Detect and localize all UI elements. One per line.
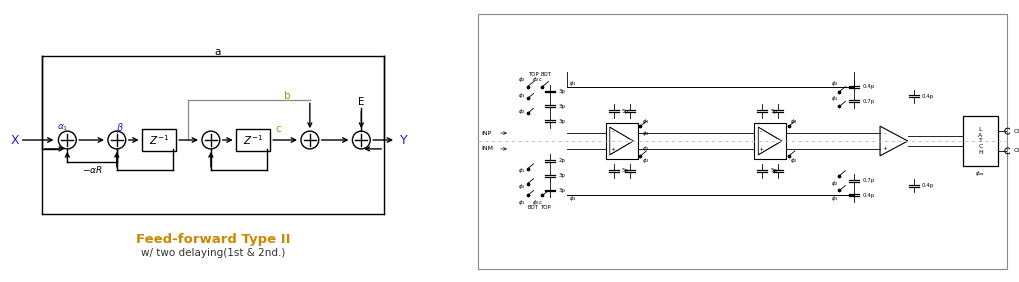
Text: TOP: TOP bbox=[527, 72, 538, 77]
Text: $\phi_1$: $\phi_1$ bbox=[641, 144, 649, 153]
Text: $\phi_2$: $\phi_2$ bbox=[518, 182, 525, 191]
Text: 0.7p: 0.7p bbox=[861, 178, 873, 183]
Bar bbox=[605, 123, 637, 159]
Text: $\phi_2$: $\phi_2$ bbox=[641, 129, 649, 138]
Text: $\phi_1$: $\phi_1$ bbox=[829, 194, 838, 203]
Text: b: b bbox=[283, 91, 290, 102]
Text: $\phi_2$: $\phi_2$ bbox=[829, 79, 838, 88]
Text: $\phi_2c$: $\phi_2c$ bbox=[532, 75, 542, 84]
Text: E: E bbox=[358, 97, 364, 107]
Text: X: X bbox=[10, 133, 19, 147]
Text: TOP: TOP bbox=[540, 205, 550, 210]
Text: BOT: BOT bbox=[527, 205, 538, 210]
Text: c: c bbox=[275, 124, 281, 134]
Text: $\phi_1$: $\phi_1$ bbox=[518, 91, 525, 100]
Text: $\phi_2$: $\phi_2$ bbox=[790, 156, 797, 165]
Bar bbox=[962, 116, 997, 166]
Text: $\phi_1$: $\phi_1$ bbox=[518, 166, 525, 175]
Text: Y: Y bbox=[399, 133, 408, 147]
Text: +: + bbox=[758, 147, 763, 152]
Bar bbox=[754, 123, 786, 159]
Text: $\phi_2$: $\phi_2$ bbox=[518, 107, 525, 116]
Text: INM: INM bbox=[481, 146, 492, 151]
Text: $-\alpha R$: $-\alpha R$ bbox=[82, 164, 102, 175]
Text: 3p: 3p bbox=[557, 188, 565, 193]
Text: $\phi_{oa}$: $\phi_{oa}$ bbox=[974, 169, 984, 178]
Text: +: + bbox=[609, 147, 614, 152]
Bar bbox=[142, 129, 176, 151]
Text: $\phi_1$: $\phi_1$ bbox=[641, 117, 649, 126]
Text: BOT: BOT bbox=[540, 72, 551, 77]
Text: $\phi_2$: $\phi_2$ bbox=[641, 156, 649, 165]
Bar bbox=[478, 14, 1006, 269]
Text: -: - bbox=[611, 130, 613, 135]
Text: 5p: 5p bbox=[621, 168, 628, 173]
Text: L
A
T
C
H: L A T C H bbox=[977, 127, 982, 155]
Text: OP: OP bbox=[1013, 129, 1019, 134]
Text: $Z^{-1}$: $Z^{-1}$ bbox=[149, 133, 169, 147]
Text: $\phi_2$: $\phi_2$ bbox=[829, 179, 838, 188]
Bar bbox=[235, 129, 270, 151]
Text: 5p: 5p bbox=[769, 168, 776, 173]
Text: +: + bbox=[881, 146, 887, 151]
Text: 0.4p: 0.4p bbox=[921, 183, 933, 188]
Text: 3p: 3p bbox=[557, 173, 565, 178]
Text: $\phi_1$: $\phi_1$ bbox=[569, 79, 577, 88]
Text: $Z^{-1}$: $Z^{-1}$ bbox=[243, 133, 263, 147]
Text: 5p: 5p bbox=[621, 109, 628, 114]
Text: w/ two delaying(1st & 2nd.): w/ two delaying(1st & 2nd.) bbox=[141, 248, 284, 258]
Text: $\phi_1$: $\phi_1$ bbox=[790, 117, 797, 126]
Text: 0.4p: 0.4p bbox=[861, 193, 873, 198]
Text: ON: ON bbox=[1013, 148, 1019, 153]
Text: $\phi_2c$: $\phi_2c$ bbox=[532, 198, 542, 207]
Text: $\beta$: $\beta$ bbox=[116, 121, 123, 135]
Text: $\alpha_1$: $\alpha_1$ bbox=[57, 123, 68, 133]
Polygon shape bbox=[879, 126, 907, 156]
Text: 0.7p: 0.7p bbox=[861, 99, 873, 104]
Text: 3p: 3p bbox=[557, 89, 565, 94]
Text: -: - bbox=[759, 130, 761, 135]
Text: $\phi_1$: $\phi_1$ bbox=[518, 198, 525, 207]
Text: 5p: 5p bbox=[769, 109, 776, 114]
Text: INP: INP bbox=[481, 131, 491, 136]
Text: a: a bbox=[214, 47, 221, 57]
Text: 2p: 2p bbox=[557, 158, 565, 163]
Text: 0.4p: 0.4p bbox=[861, 84, 873, 89]
Text: -: - bbox=[883, 131, 886, 136]
Text: $\phi_2$: $\phi_2$ bbox=[518, 75, 525, 84]
Text: 3p: 3p bbox=[557, 104, 565, 109]
Text: 3p: 3p bbox=[557, 119, 565, 124]
Text: $\phi_1$: $\phi_1$ bbox=[569, 194, 577, 203]
Text: 0.4p: 0.4p bbox=[921, 94, 933, 99]
Text: Feed-forward Type II: Feed-forward Type II bbox=[136, 232, 289, 246]
Text: $\phi_1$: $\phi_1$ bbox=[829, 94, 838, 103]
